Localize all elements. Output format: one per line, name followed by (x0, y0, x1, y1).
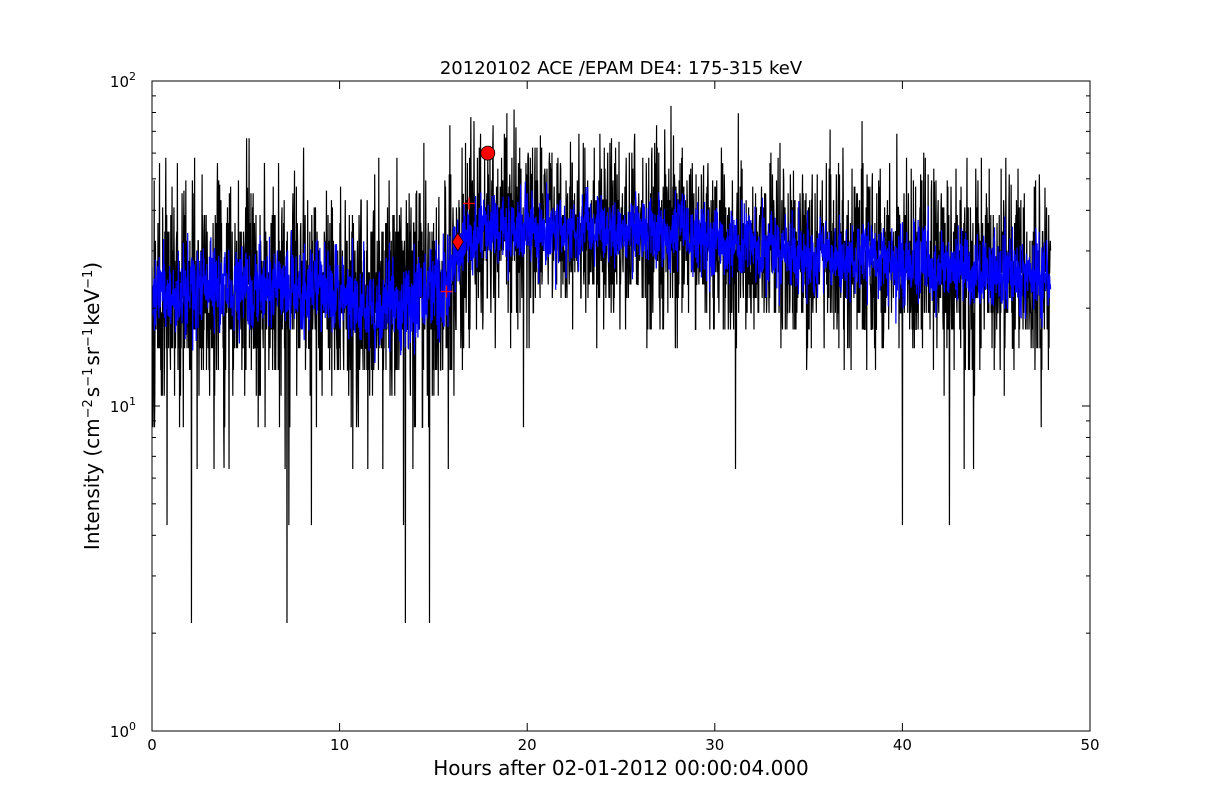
y-label-kev: keV (80, 289, 104, 326)
y-axis: 100 101 102 (110, 70, 1090, 741)
chart-title: 20120102 ACE /EPAM DE4: 175-315 keV (440, 58, 803, 79)
marker-peak (480, 145, 496, 161)
x-tick-label: 20 (518, 736, 537, 754)
y-label-exp-kev: −1 (81, 270, 96, 289)
x-tick-label: 50 (1080, 736, 1099, 754)
y-label-sr: sr (80, 346, 104, 365)
marker-pre-event-level (440, 285, 453, 298)
x-tick-label: 30 (705, 736, 724, 754)
y-tick-label: 101 (110, 395, 136, 416)
y-label-exp-sr: −1 (81, 328, 96, 347)
x-tick-label: 40 (893, 736, 912, 754)
y-label-suffix: ) (80, 262, 104, 270)
y-tick-label: 102 (110, 70, 136, 91)
x-axis-label: Hours after 02-01-2012 00:00:04.000 (433, 756, 809, 780)
x-tick-label: 10 (330, 736, 349, 754)
x-axis: 0 10 20 30 40 50 (147, 81, 1100, 754)
x-tick-label: 0 (147, 736, 157, 754)
y-label-s: s (80, 387, 104, 397)
series-smoothed-line (152, 181, 1052, 363)
plot-area (151, 80, 1091, 732)
y-label-prefix: Intensity (cm (80, 418, 104, 550)
marker-rise-level (463, 197, 476, 210)
series-path-smoothed (152, 181, 1052, 363)
marker-onset (451, 232, 464, 252)
y-label-exp-s: −1 (81, 368, 96, 387)
event-markers (440, 145, 496, 298)
y-axis-label: Intensity (cm−2s−1sr−1keV−1) (80, 262, 104, 550)
y-tick-label: 100 (110, 720, 136, 741)
y-label-exp-cm: −2 (81, 399, 96, 418)
